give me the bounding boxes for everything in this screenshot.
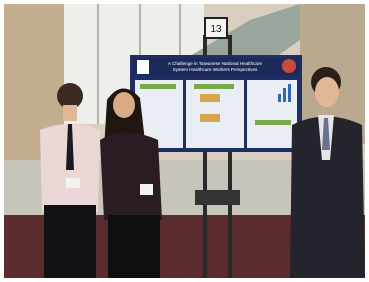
face xyxy=(113,92,135,118)
poster-logo xyxy=(282,59,296,73)
poster-title: System Healthcare Workers Perspectives xyxy=(173,67,258,72)
poster-figure xyxy=(200,114,220,122)
blouse xyxy=(100,133,162,221)
poster-figure xyxy=(278,94,281,102)
trousers xyxy=(44,205,96,278)
badge xyxy=(66,178,80,188)
face xyxy=(315,77,339,107)
poster-logo xyxy=(137,60,149,74)
badge xyxy=(140,184,153,195)
poster-heading xyxy=(255,120,291,125)
stand-box xyxy=(195,190,240,205)
poster-figure xyxy=(283,88,286,102)
poster-heading xyxy=(194,84,234,89)
trousers xyxy=(108,215,160,278)
page: 13 A Challenge in Taiwanese National Hea… xyxy=(0,0,369,282)
poster-heading xyxy=(140,84,176,89)
sign-number: 13 xyxy=(210,24,222,35)
poster-figure xyxy=(288,84,291,102)
poster-title: A Challenge in Taiwanese National Health… xyxy=(168,61,263,66)
photo: 13 A Challenge in Taiwanese National Hea… xyxy=(0,0,369,282)
poster-figure xyxy=(200,94,220,102)
face xyxy=(63,105,77,121)
